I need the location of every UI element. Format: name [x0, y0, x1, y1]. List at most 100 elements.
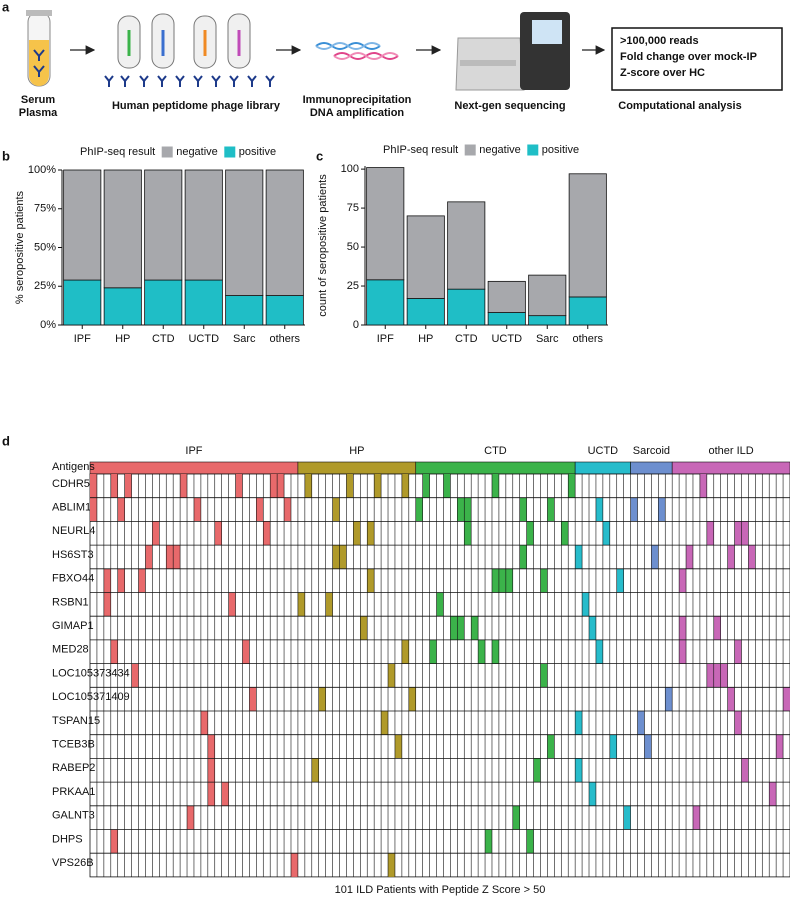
legend-swatch	[463, 143, 477, 157]
hit-cell	[575, 758, 583, 783]
hit-cell	[332, 497, 340, 522]
hit-cell	[686, 545, 693, 569]
row-label: PRKAA1	[52, 786, 95, 798]
step-label: Next-gen sequencing	[454, 100, 565, 112]
hit-cell	[90, 474, 97, 498]
hit-cell	[228, 592, 236, 617]
group-label: HP	[349, 445, 364, 457]
hit-cell	[131, 663, 139, 688]
hit-cell	[658, 497, 666, 522]
hit-cell	[547, 497, 555, 522]
hit-cell	[249, 687, 257, 711]
group-bar	[89, 461, 299, 475]
bar-segment	[366, 279, 405, 326]
hit-cell	[505, 568, 513, 593]
hit-cell	[339, 545, 347, 569]
hit-cell	[367, 568, 375, 593]
bar-segment	[184, 169, 223, 281]
x-tick-label: others	[572, 333, 603, 345]
hit-cell	[284, 497, 291, 522]
x-tick-label: UCTD	[188, 333, 219, 345]
hit-cell	[734, 521, 742, 546]
x-tick-label: HP	[115, 333, 130, 345]
hit-cell	[311, 758, 319, 783]
hit-cell	[471, 616, 479, 640]
y-tick-label: 50	[347, 241, 359, 253]
hit-cell	[103, 592, 111, 617]
hit-cell	[679, 639, 687, 664]
bar-segment	[63, 279, 102, 326]
step-label: Immunoprecipitation	[303, 94, 412, 106]
legend-label: positive	[542, 144, 579, 156]
hit-cell	[713, 616, 721, 640]
hit-cell	[318, 687, 326, 711]
sequencer-icon	[455, 12, 570, 91]
hit-cell	[193, 497, 201, 522]
hit-cell	[526, 829, 534, 854]
hit-cell	[595, 639, 603, 664]
hit-cell	[540, 663, 548, 688]
hit-cell	[180, 474, 188, 498]
hit-cell	[582, 592, 590, 617]
bar-segment	[265, 169, 304, 296]
group-label: other ILD	[708, 445, 753, 457]
hit-cell	[110, 474, 118, 498]
hit-cell	[602, 521, 610, 546]
hit-cell	[547, 734, 555, 759]
hit-cell	[117, 568, 125, 593]
hit-cell	[512, 805, 520, 830]
row-label: TCEB3B	[52, 738, 95, 750]
hit-cell	[346, 474, 354, 498]
hit-cell	[561, 521, 569, 546]
bar-segment	[103, 169, 142, 289]
hit-cell	[575, 545, 583, 569]
step-label: Serum	[21, 94, 55, 106]
hit-cell	[367, 521, 375, 546]
hit-cell	[401, 639, 409, 664]
hit-cell	[270, 474, 278, 498]
y-tick-label: 0%	[40, 319, 56, 331]
x-axis-title: 101 ILD Patients with Peptide Z Score > …	[335, 884, 546, 896]
hit-cell	[706, 663, 714, 688]
group-bar	[630, 461, 673, 475]
hit-cell	[297, 592, 305, 617]
hit-cell	[734, 639, 742, 664]
bar-segment	[406, 298, 445, 326]
legend-label: negative	[176, 146, 218, 158]
step-label: DNA amplification	[310, 107, 405, 119]
hit-cell	[727, 687, 735, 711]
step-label: Human peptidome phage library	[112, 100, 281, 112]
hit-cell	[457, 497, 465, 522]
phage-library-icon	[104, 13, 275, 87]
hit-cell	[713, 663, 721, 688]
hit-cell	[623, 805, 631, 830]
panel-label: a	[2, 0, 10, 14]
row-label: GALNT3	[52, 810, 95, 822]
x-tick-label: UCTD	[491, 333, 522, 345]
bar-segment	[406, 215, 445, 299]
hit-cell	[699, 474, 707, 498]
y-tick-label: 25%	[34, 280, 56, 292]
step-label: Plasma	[19, 107, 58, 119]
hit-cell	[242, 639, 250, 664]
x-tick-label: IPF	[74, 333, 91, 345]
hit-cell	[304, 474, 312, 498]
hit-cell	[464, 497, 472, 522]
row-label: LOC105371409	[52, 691, 130, 703]
hit-cell	[568, 474, 576, 498]
hit-cell	[741, 521, 749, 546]
hit-cell	[443, 474, 451, 498]
group-bar	[574, 461, 631, 475]
hit-cell	[630, 497, 638, 522]
hit-cell	[609, 734, 617, 759]
group-label: IPF	[185, 445, 202, 457]
x-tick-label: IPF	[377, 333, 394, 345]
hit-cell	[651, 545, 659, 569]
hit-cell	[408, 687, 416, 711]
row-label: RABEP2	[52, 762, 95, 774]
x-tick-label: CTD	[455, 333, 478, 345]
hit-cell	[207, 758, 215, 783]
hit-cell	[526, 521, 534, 546]
hit-cell	[783, 687, 790, 711]
